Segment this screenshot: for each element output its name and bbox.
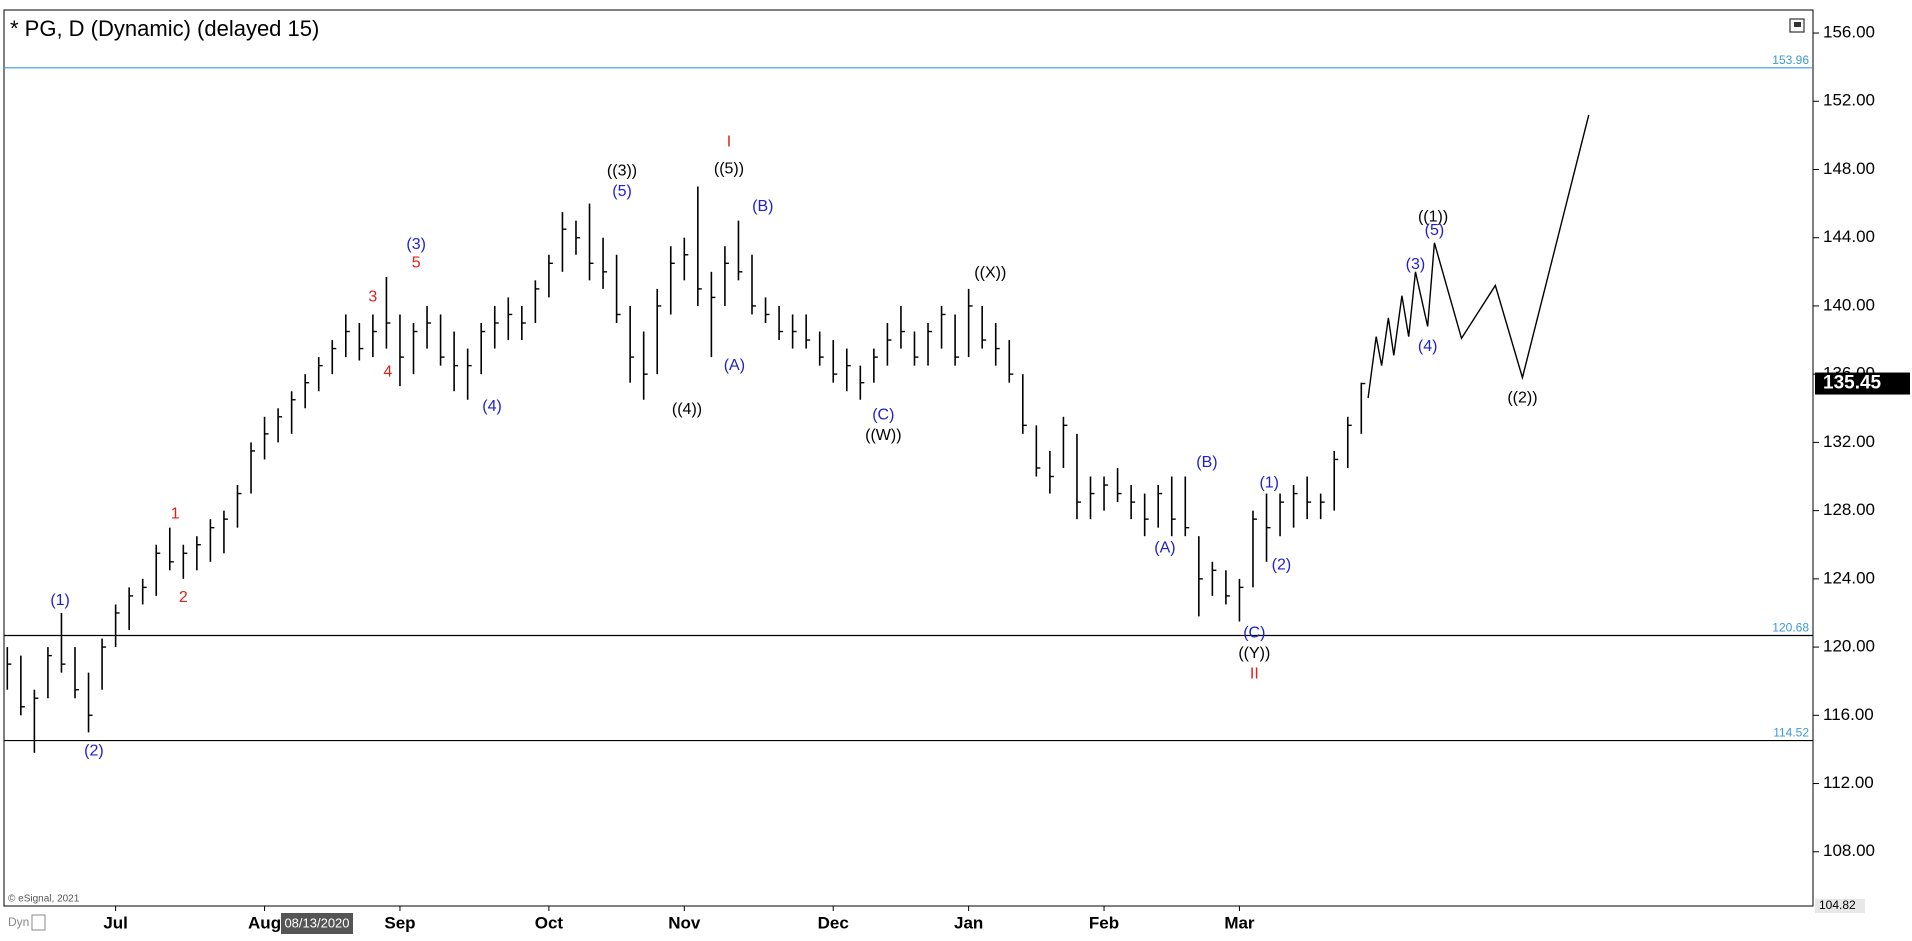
mode-label: Dyn [8, 915, 29, 929]
x-tick-label: Mar [1224, 913, 1255, 932]
wave-label: (4) [1418, 338, 1438, 355]
wave-label: (3) [1406, 256, 1426, 273]
projection-line [1367, 114, 1590, 399]
plot-frame [3, 9, 1814, 907]
wave-label: 1 [171, 505, 180, 522]
y-tick-label: 124.00 [1823, 568, 1875, 587]
wave-label: ((Y)) [1238, 645, 1270, 662]
wave-label: (5) [612, 183, 632, 200]
wave-label: (4) [482, 398, 502, 415]
wave-label: (A) [724, 357, 745, 374]
chart-title: * PG, D (Dynamic) (delayed 15) [10, 16, 319, 41]
wave-label: ((W)) [865, 427, 901, 444]
wave-label: 5 [412, 255, 421, 272]
cursor-date-box [281, 913, 353, 934]
wave-label: ((4)) [672, 401, 702, 418]
y-tick-label: 132.00 [1823, 432, 1875, 451]
window-icon-inner [1794, 22, 1801, 27]
x-tick-label: Oct [535, 913, 564, 932]
mode-icon[interactable] [31, 914, 46, 931]
y-tick-label: 112.00 [1823, 773, 1874, 792]
wave-label: ((1)) [1418, 208, 1448, 225]
wave-label: ((X)) [974, 265, 1006, 282]
wave-label: (1) [50, 592, 70, 609]
x-tick-label: Dec [818, 913, 849, 932]
y-tick-label: 156.00 [1823, 23, 1875, 42]
copyright: © eSignal, 2021 [8, 894, 80, 905]
y-tick-label: 108.00 [1823, 841, 1875, 860]
wave-label: I [727, 133, 731, 150]
wave-label: (1) [1259, 475, 1279, 492]
cursor-date: 08/13/2020 [284, 915, 349, 930]
y-tick-label: 120.00 [1823, 637, 1875, 656]
axis-min-box [1815, 899, 1865, 913]
wave-label: (2) [1272, 556, 1292, 573]
x-tick-label: Aug [248, 913, 281, 932]
wave-label: (C) [1243, 625, 1265, 642]
wave-label: (A) [1154, 539, 1175, 556]
wave-label: 3 [368, 289, 377, 306]
last-price-label: 135.45 [1823, 373, 1882, 394]
wave-label: 4 [383, 364, 392, 381]
level-label: 120.68 [1772, 621, 1809, 635]
x-tick-label: Jul [103, 913, 128, 932]
wave-label: (C) [872, 406, 894, 423]
y-tick-label: 140.00 [1823, 295, 1875, 314]
y-tick-label: 128.00 [1823, 500, 1875, 519]
y-tick-label: 152.00 [1823, 91, 1875, 110]
wave-label: II [1250, 666, 1259, 683]
wave-label: ((5)) [714, 161, 744, 178]
wave-label: (3) [406, 236, 426, 253]
x-tick-label: Jan [954, 913, 983, 932]
x-tick-label: Nov [668, 913, 701, 932]
y-tick-label: 116.00 [1823, 705, 1874, 724]
wave-label: (B) [752, 198, 773, 215]
wave-label: 2 [179, 589, 188, 606]
wave-label: (5) [1425, 222, 1445, 239]
level-label: 153.96 [1772, 53, 1809, 67]
wave-label: (2) [84, 742, 104, 759]
y-tick-label: 148.00 [1823, 159, 1875, 178]
last-price-box [1815, 372, 1910, 395]
x-tick-label: Sep [384, 913, 415, 932]
level-label: 114.52 [1773, 726, 1809, 740]
y-tick-label: 144.00 [1823, 227, 1875, 246]
wave-label: ((3)) [607, 162, 637, 179]
wave-label: ((2)) [1507, 389, 1537, 406]
x-tick-label: Feb [1089, 913, 1119, 932]
axis-min-label: 104.82 [1819, 898, 1856, 912]
wave-label: (B) [1196, 454, 1217, 471]
